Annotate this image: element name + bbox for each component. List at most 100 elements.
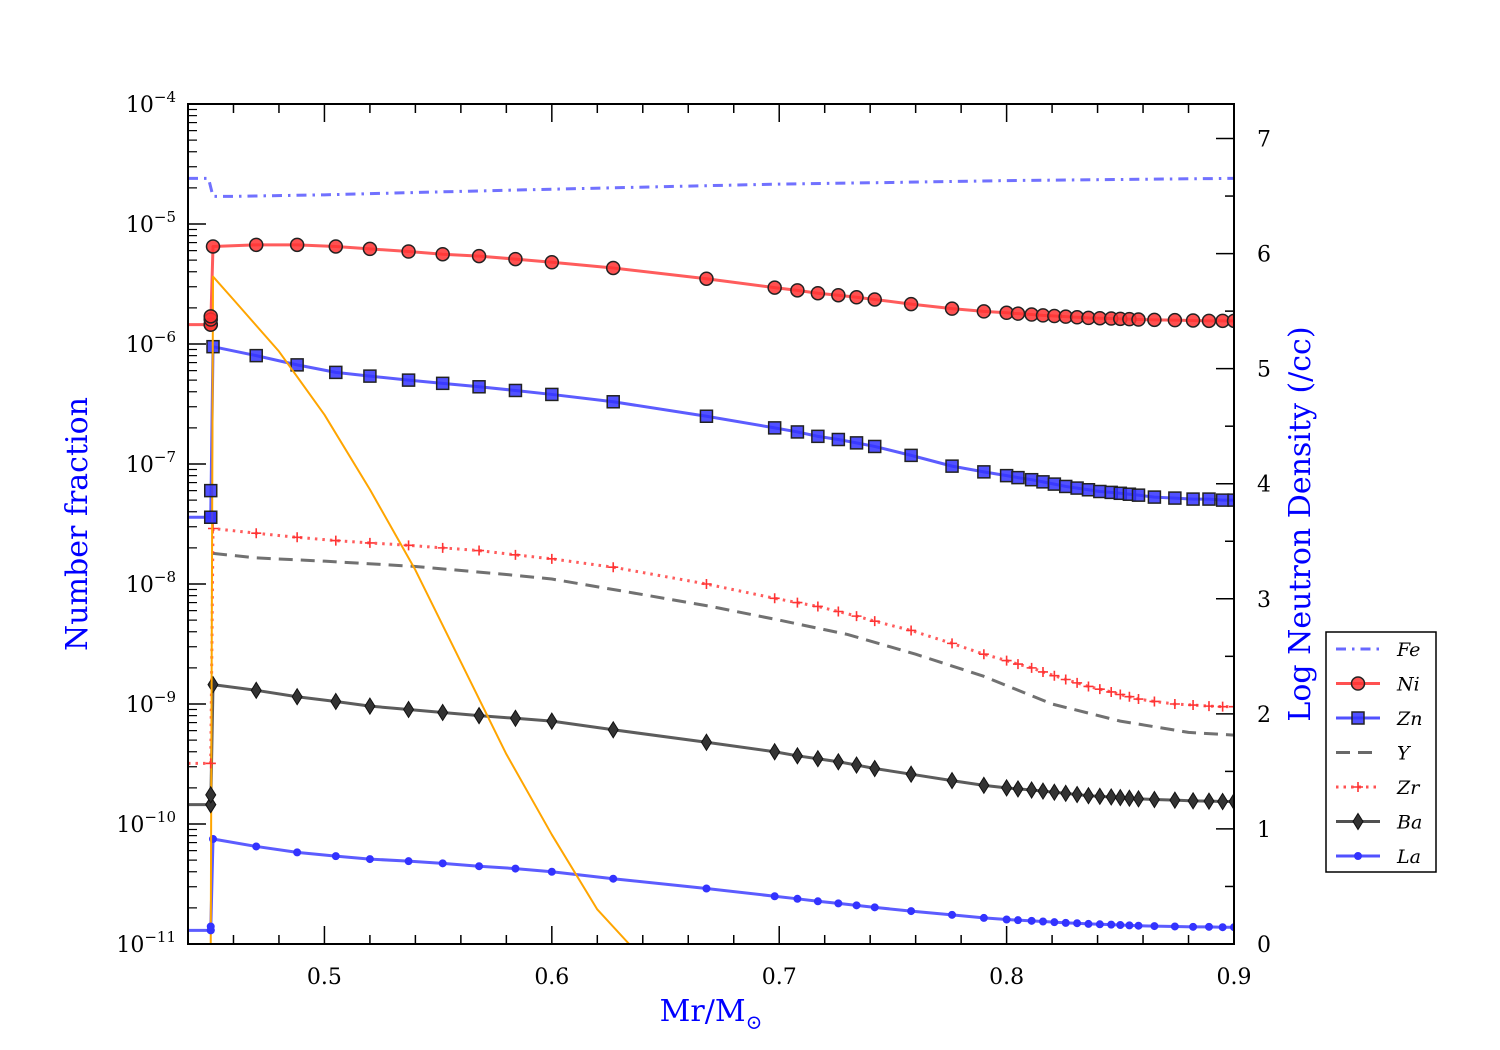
marker-zr [437, 542, 448, 553]
marker-la [547, 867, 556, 876]
marker-zn [1227, 493, 1234, 507]
marker-la [1170, 922, 1179, 931]
line-fe [188, 176, 1234, 198]
marker-ba [812, 749, 824, 768]
marker-ba [905, 765, 917, 784]
marker-zr [1012, 659, 1023, 670]
marker-ba [869, 759, 881, 778]
legend-marker-ba [1352, 812, 1364, 831]
marker-zr [608, 562, 619, 573]
marker-zr [1060, 674, 1071, 685]
marker-zr [364, 537, 375, 548]
marker-ni [544, 255, 560, 270]
y-right-tick-label: 3 [1257, 588, 1271, 613]
marker-zr [1094, 684, 1105, 695]
marker-zn [203, 510, 218, 524]
marker-la [948, 910, 957, 919]
line-y [212, 551, 1234, 737]
legend-item-y: Y [1336, 743, 1412, 765]
x-axis-title: Mr/M⊙ [660, 994, 763, 1034]
legend-label-zn: Zn [1396, 708, 1422, 730]
y-left-tick-label: 10−8 [126, 568, 176, 598]
tick-exponent: −8 [154, 568, 176, 586]
y-left-tick-label: 10−11 [116, 928, 176, 958]
tick-base: 10 [126, 573, 154, 598]
marker-ni [248, 237, 264, 253]
marker-zn [699, 409, 714, 423]
marker-ba [1217, 792, 1229, 811]
marker-zn [1047, 477, 1062, 491]
extra-markers-la [206, 922, 215, 935]
marker-zn [203, 483, 218, 498]
marker-zn [1131, 488, 1146, 502]
series-la [188, 834, 1234, 935]
marker-zr [1115, 689, 1126, 700]
y-right-tick-label: 1 [1257, 818, 1271, 843]
marker-zn [363, 369, 377, 383]
marker-ba [1001, 778, 1013, 797]
x-tick-label: 0.9 [1217, 965, 1252, 990]
marker-zr [510, 549, 521, 560]
legend-item-ba: Ba [1336, 812, 1422, 834]
marker-zn [606, 395, 620, 409]
legend-label-fe: Fe [1396, 639, 1420, 661]
y-left-tick-label: 10−4 [126, 88, 176, 118]
legend-marker-zn [1351, 711, 1365, 725]
extra-markers-zr [205, 758, 216, 769]
marker-ni [867, 292, 882, 307]
marker-ni [205, 239, 221, 254]
marker-zr [292, 532, 303, 543]
marker-la [1134, 921, 1143, 930]
marker-ni [1010, 306, 1026, 321]
marker-la [331, 852, 340, 861]
marker-zr [1001, 655, 1012, 666]
marker-ba [1026, 781, 1038, 799]
marker-ba [1082, 786, 1095, 805]
marker-ba [1228, 792, 1234, 811]
marker-ni [362, 241, 378, 257]
marker-zr [833, 606, 844, 617]
marker-zn [1011, 470, 1025, 485]
marker-la [1125, 921, 1134, 930]
series-ni [188, 237, 1234, 332]
marker-zr [1026, 662, 1037, 673]
legend-marker-ni [1350, 676, 1366, 691]
marker-la [475, 862, 484, 871]
marker-ba [291, 687, 303, 706]
marker-ba [832, 752, 844, 771]
marker-la [1095, 920, 1104, 929]
marker-ba [509, 709, 522, 728]
marker-zr [546, 553, 557, 564]
marker-ba [607, 720, 619, 739]
y-left-tick-label: 10−10 [116, 808, 176, 838]
y-right-tick-label: 7 [1257, 128, 1271, 153]
y-left-tick-label: 10−5 [126, 208, 176, 238]
marker-zn [977, 465, 991, 479]
marker-ba [330, 692, 342, 711]
marker-ni [903, 296, 919, 312]
marker-zr [1203, 701, 1214, 712]
marker-ni [1201, 313, 1217, 329]
marker-la [1061, 918, 1070, 927]
marker-la [438, 859, 447, 868]
marker-la [852, 901, 861, 910]
marker-la [1218, 923, 1227, 932]
marker-zn [508, 383, 523, 398]
marker-zr [1072, 677, 1083, 688]
tick-base: 10 [116, 813, 144, 838]
y-right-tick-label: 2 [1257, 703, 1271, 728]
series-ba [188, 675, 1234, 814]
marker-zn [999, 468, 1014, 483]
marker-zr [701, 579, 712, 589]
marker-la [609, 874, 618, 883]
marker-la [1002, 915, 1011, 924]
marker-zr [978, 649, 989, 660]
extra-markers-ba [205, 785, 217, 814]
marker-zn [945, 459, 959, 473]
marker-zn [1093, 484, 1107, 499]
tick-base: 10 [126, 333, 154, 358]
marker-zn [790, 425, 805, 439]
marker-zr [869, 616, 880, 627]
y-right-tick-label: 6 [1257, 243, 1271, 268]
marker-ba [1123, 789, 1135, 808]
